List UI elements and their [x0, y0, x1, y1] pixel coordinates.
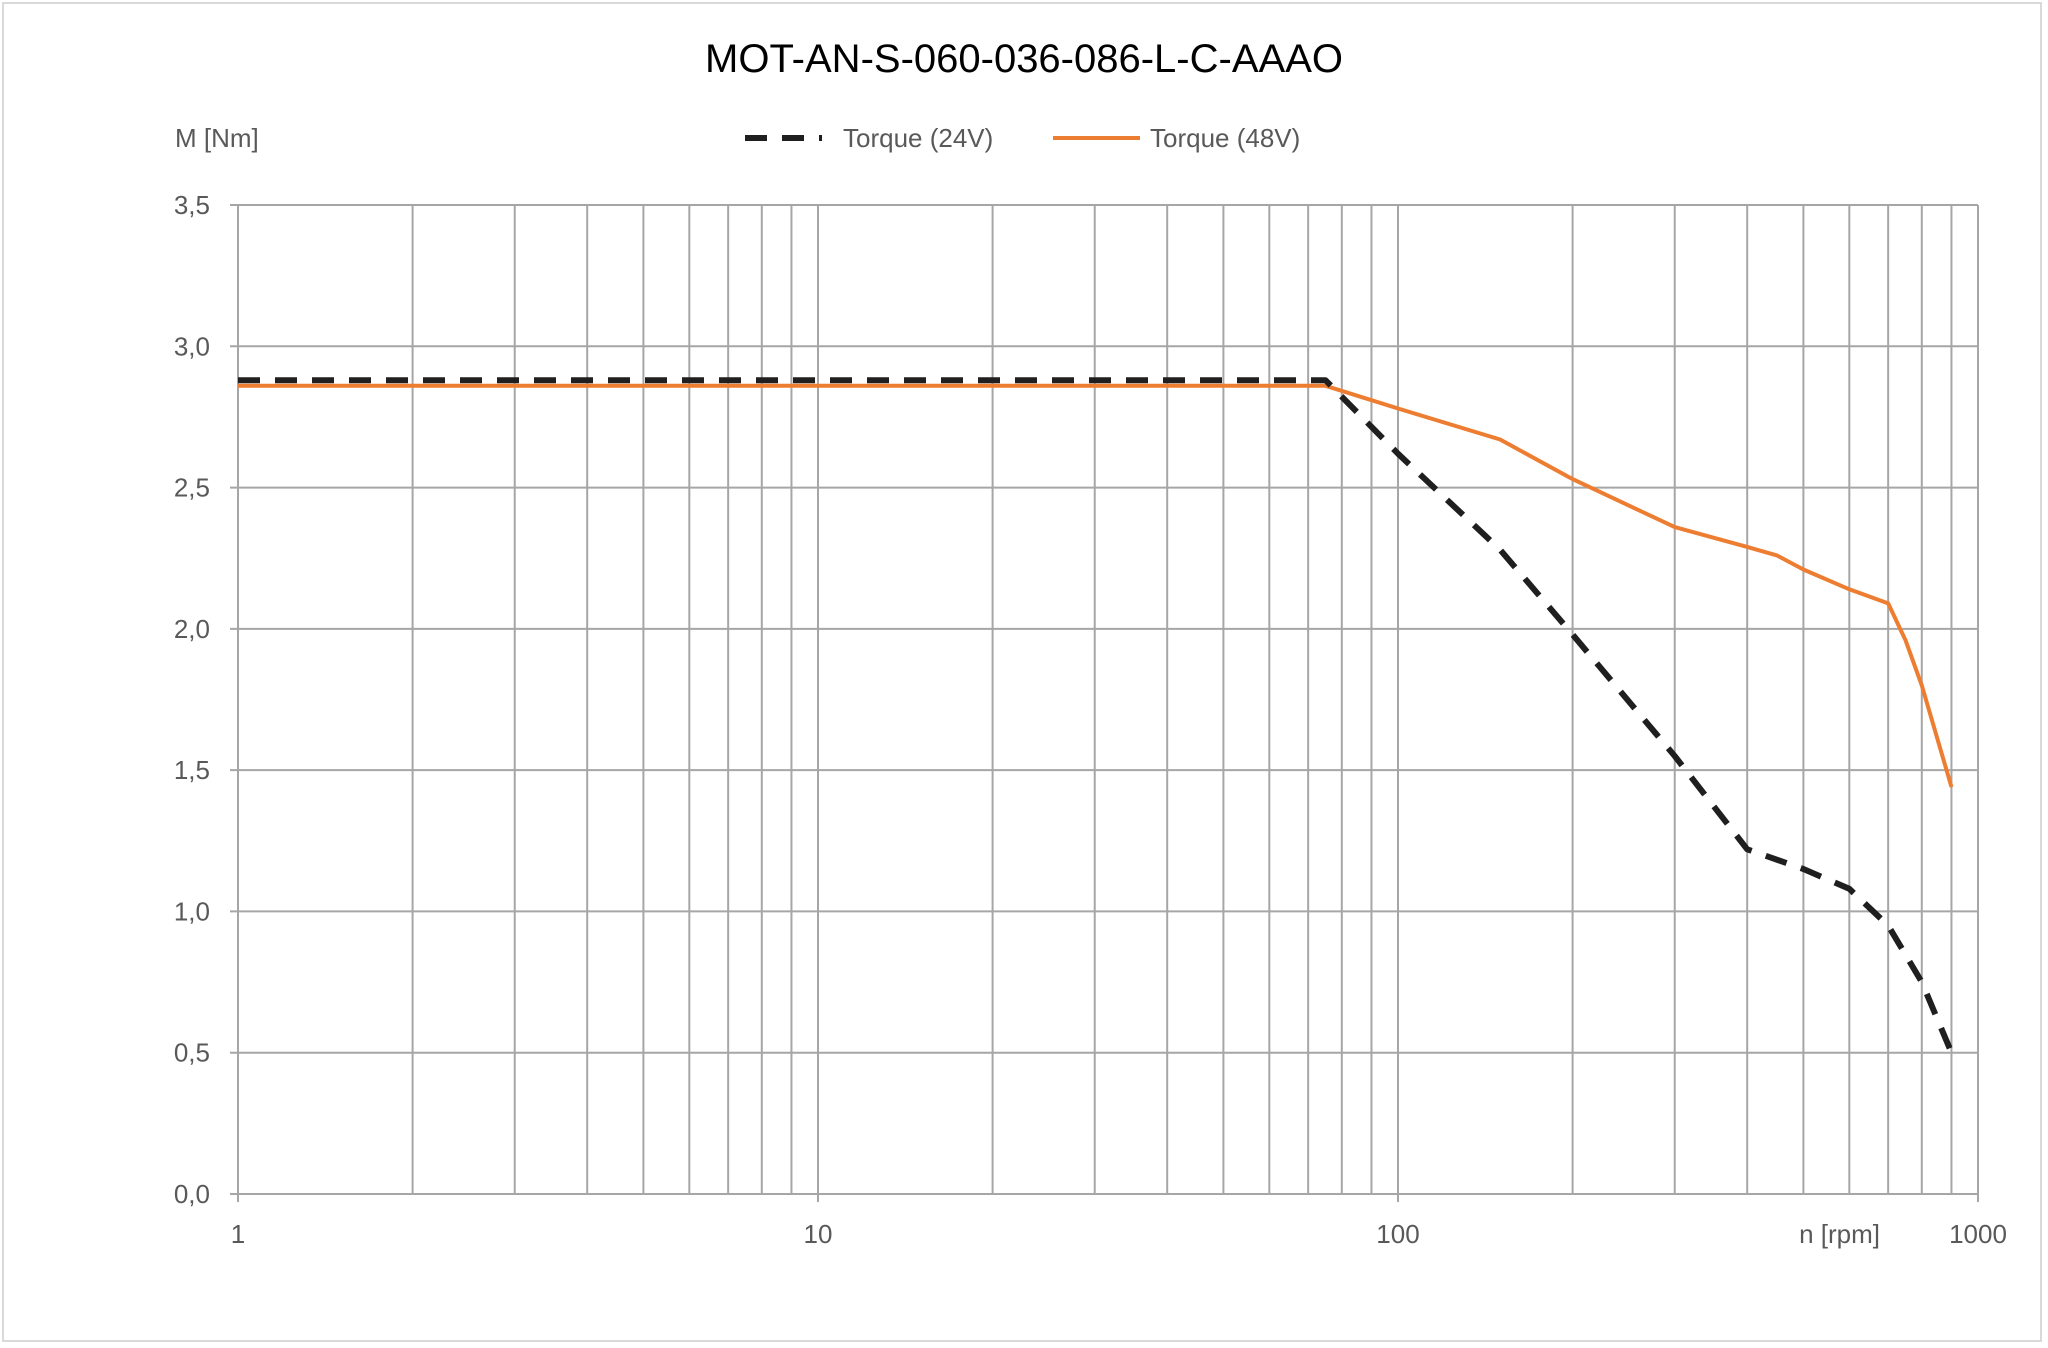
grid-lines [230, 204, 1979, 1202]
x-tick-labels: 1 10 100 1000 [231, 1219, 2007, 1249]
y-axis-label: M [Nm] [175, 123, 259, 153]
legend-label-48v: Torque (48V) [1150, 123, 1300, 153]
legend: Torque (24V) Torque (48V) [745, 123, 1300, 153]
series-layer [238, 377, 1955, 1054]
x-tick-label: 1000 [1949, 1219, 2007, 1249]
x-tick-label: 100 [1376, 1219, 1419, 1249]
chart-title: MOT-AN-S-060-036-086-L-C-AAAO [705, 37, 1343, 81]
legend-label-24v: Torque (24V) [843, 123, 993, 153]
y-tick-label: 1,0 [174, 896, 210, 926]
y-tick-label: 2,0 [174, 614, 210, 644]
series-line-48v [238, 383, 1954, 788]
y-tick-label: 1,5 [174, 755, 210, 785]
y-tick-label: 3,5 [174, 190, 210, 220]
x-tick-label: 1 [231, 1219, 245, 1249]
y-tick-label: 0,5 [174, 1038, 210, 1068]
x-tick-label: 10 [804, 1219, 833, 1249]
y-tick-labels: 0,0 0,5 1,0 1,5 2,0 2,5 3,0 3,5 [174, 190, 210, 1209]
y-tick-label: 3,0 [174, 331, 210, 361]
x-axis-label: n [rpm] [1799, 1219, 1880, 1249]
y-tick-label: 2,5 [174, 473, 210, 503]
y-tick-label: 0,0 [174, 1179, 210, 1209]
series-line-24v [238, 377, 1955, 1054]
